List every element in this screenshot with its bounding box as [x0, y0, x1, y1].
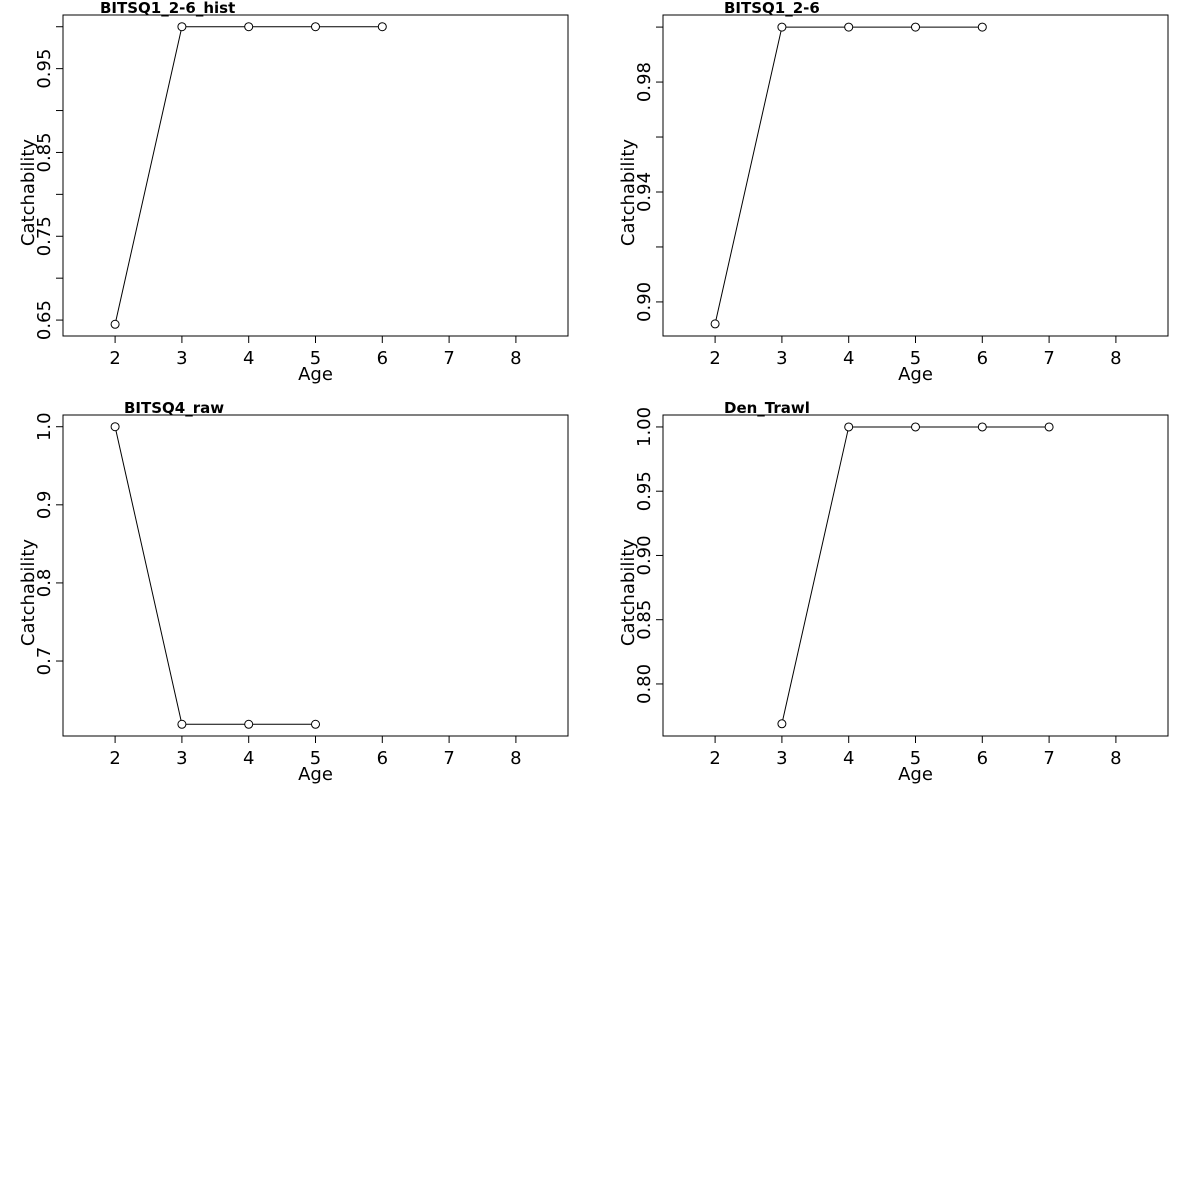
y-tick-label: 0.75: [34, 216, 55, 256]
x-tick-label: 2: [109, 748, 120, 769]
y-tick-label: 0.94: [634, 172, 655, 212]
x-tick-label: 5: [910, 748, 921, 769]
y-tick-label: 0.85: [634, 600, 655, 640]
x-tick-label: 4: [243, 748, 254, 769]
series-line: [714, 26, 983, 325]
x-tick-label: 6: [977, 748, 988, 769]
x-tick-label: 4: [843, 348, 854, 369]
x-tick-label: 6: [377, 748, 388, 769]
x-axis-label: Age: [898, 364, 933, 385]
x-tick-label: 2: [709, 748, 720, 769]
y-axis-label: Catchability: [618, 539, 639, 646]
x-tick-label: 3: [176, 348, 187, 369]
point: [977, 22, 987, 32]
point: [911, 22, 920, 32]
y-tick-label: 0.98: [634, 62, 655, 102]
series-line: [114, 426, 316, 725]
y-tick-label: 0.65: [34, 300, 55, 340]
x-tick-label: 4: [243, 348, 254, 369]
point: [777, 719, 787, 729]
x-axis-label: Age: [298, 364, 333, 385]
series-line: [114, 26, 383, 325]
point: [311, 22, 320, 32]
x-tick-label: 6: [977, 348, 988, 369]
x-tick-label: 6: [377, 348, 388, 369]
point: [110, 319, 120, 329]
y-tick-label: 0.90: [634, 535, 655, 575]
y-tick-label: 1.00: [634, 407, 655, 447]
x-tick-label: 5: [910, 348, 921, 369]
y-tick-label: 0.80: [634, 664, 655, 704]
chart-title: Den_Trawl: [724, 399, 810, 417]
point: [977, 422, 987, 432]
x-tick-label: 7: [443, 748, 454, 769]
plot-frame: [662, 414, 1169, 737]
y-tick-label: 0.8: [34, 569, 55, 598]
y-tick-label: 0.90: [634, 282, 655, 322]
point: [244, 719, 254, 729]
point: [110, 422, 120, 432]
point: [311, 719, 320, 729]
x-tick-label: 8: [1110, 348, 1121, 369]
x-axis-label: Age: [298, 764, 333, 785]
x-tick-label: 5: [310, 748, 321, 769]
series-line: [781, 426, 1050, 724]
chart-title: BITSQ4_raw: [124, 399, 224, 417]
chart-title: BITSQ1_2-6: [724, 0, 820, 17]
x-tick-label: 2: [709, 348, 720, 369]
x-tick-label: 3: [776, 348, 787, 369]
x-tick-label: 4: [843, 748, 854, 769]
point: [844, 22, 854, 32]
y-tick-label: 0.85: [34, 132, 55, 172]
y-tick-label: 0.95: [634, 471, 655, 511]
point: [844, 422, 854, 432]
point: [244, 22, 254, 32]
chart-title: BITSQ1_2-6_hist: [100, 0, 235, 17]
x-tick-label: 7: [1043, 748, 1054, 769]
x-tick-label: 5: [310, 348, 321, 369]
x-tick-label: 8: [510, 348, 521, 369]
point: [777, 22, 787, 32]
point: [177, 719, 187, 729]
x-tick-label: 2: [109, 348, 120, 369]
point: [911, 422, 920, 432]
y-tick-label: 1.0: [34, 412, 55, 441]
x-tick-label: 3: [776, 748, 787, 769]
plot-frame: [662, 14, 1169, 337]
x-tick-label: 8: [510, 748, 521, 769]
y-axis-label: Catchability: [18, 139, 39, 246]
y-tick-label: 0.9: [34, 490, 55, 519]
y-axis-label: Catchability: [618, 139, 639, 246]
point: [177, 22, 187, 32]
y-tick-label: 0.95: [34, 49, 55, 89]
point: [1044, 422, 1054, 432]
x-tick-label: 8: [1110, 748, 1121, 769]
x-tick-label: 3: [176, 748, 187, 769]
x-tick-label: 7: [443, 348, 454, 369]
point: [377, 22, 387, 32]
y-tick-label: 0.7: [34, 647, 55, 676]
x-tick-label: 7: [1043, 348, 1054, 369]
y-axis-label: Catchability: [18, 539, 39, 646]
plot-frame: [62, 14, 569, 337]
x-axis-label: Age: [898, 764, 933, 785]
plot-frame: [62, 414, 569, 737]
point: [710, 319, 720, 329]
